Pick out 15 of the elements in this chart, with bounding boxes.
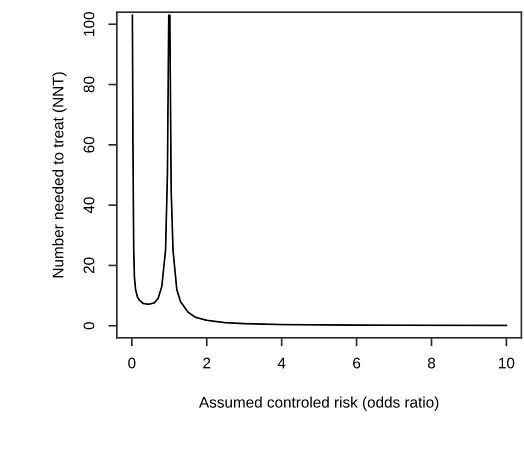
x-tick-label: 6 [353, 358, 360, 368]
x-tick-label: 2 [203, 358, 210, 368]
line-series [132, 14, 508, 326]
y-tick-label: 40 [84, 197, 94, 214]
y-tick-label: 20 [84, 258, 94, 274]
x-tick-label: 8 [428, 358, 436, 368]
y-axis-title: Number needed to treat (NNT) [52, 72, 66, 278]
x-tick-label: 4 [278, 358, 286, 368]
y-tick-label: 60 [84, 136, 94, 153]
x-axis-title: Assumed controled risk (odds ratio) [199, 396, 438, 411]
y-tick-label: 0 [84, 322, 94, 330]
y-tick-label: 100 [84, 12, 94, 36]
x-tick-label: 10 [499, 358, 514, 368]
x-tick-label: 0 [128, 358, 136, 368]
y-tick-label: 80 [84, 76, 94, 92]
